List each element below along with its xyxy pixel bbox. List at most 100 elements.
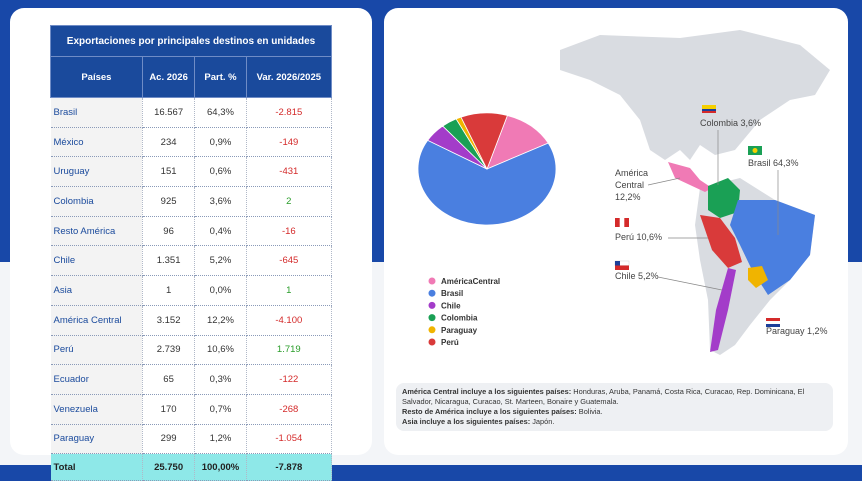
cell: Chile xyxy=(50,245,143,277)
table-row: Chile 1.351 5,2% -645 xyxy=(50,245,333,277)
cell: 0,3% xyxy=(194,364,247,395)
note-heading: Asia incluye a los siguientes países: xyxy=(402,417,531,426)
map-label: Brasil 64,3% xyxy=(748,158,799,168)
legend-swatch xyxy=(428,314,436,322)
cell: -268 xyxy=(246,394,333,425)
chart: Colombia 3,6% Brasil 64,3% América Centr… xyxy=(417,30,830,355)
legend-label: Perú xyxy=(441,338,459,347)
cell: 170 xyxy=(142,394,196,425)
cell: Venezuela xyxy=(50,394,143,425)
column-header: Var. 2026/2025 xyxy=(245,56,333,98)
map-brasil xyxy=(730,200,815,295)
map-label: Central xyxy=(615,180,644,190)
note-text: Japón. xyxy=(530,417,555,426)
header-row: Países Ac. 2026 Part. % Var. 2026/2025 xyxy=(50,56,333,98)
cell: 16.567 xyxy=(142,97,196,128)
legend-label: Brasil xyxy=(441,289,463,298)
legend-swatch xyxy=(428,289,436,297)
cell: 0,9% xyxy=(194,127,247,158)
cell: 1 xyxy=(142,275,196,306)
map-label: Perú 10,6% xyxy=(615,232,662,242)
cell: América Central xyxy=(50,305,143,336)
legend-label: Paraguay xyxy=(441,326,478,335)
cell: Paraguay xyxy=(50,424,143,455)
cell: 96 xyxy=(142,216,196,247)
cell: -2.815 xyxy=(246,97,333,128)
cell: 0,4% xyxy=(194,216,247,247)
cell: Asia xyxy=(50,275,143,306)
cell: 1 xyxy=(246,275,333,306)
note-text: Honduras, Aruba, Panamá, Costa Rica, Cur… xyxy=(402,387,805,406)
cell: Resto América xyxy=(50,216,143,247)
cell: -149 xyxy=(246,127,333,158)
cell: 299 xyxy=(142,424,196,455)
map-central-america xyxy=(668,162,712,192)
cell: 925 xyxy=(142,186,196,217)
map-label: Chile 5,2% xyxy=(615,271,659,281)
legend-swatch xyxy=(428,326,436,334)
cell: Perú xyxy=(50,335,143,366)
map-base xyxy=(560,30,830,355)
cell: -645 xyxy=(246,245,333,277)
cell: -16 xyxy=(246,216,333,247)
column-header: Ac. 2026 xyxy=(141,56,196,98)
cell: -1.054 xyxy=(246,424,333,455)
map-label: Colombia 3,6% xyxy=(700,118,761,128)
cell: 0,6% xyxy=(194,156,247,188)
table-row: Resto América 96 0,4% -16 xyxy=(50,216,333,247)
note: Resto de América incluye a los siguiente… xyxy=(402,407,827,417)
map-peru xyxy=(700,215,742,268)
cell: 12,2% xyxy=(194,305,247,336)
cell: 10,6% xyxy=(194,335,247,366)
cell: 1.351 xyxy=(142,245,196,277)
table-title: Exportaciones por principales destinos e… xyxy=(50,25,332,57)
flags xyxy=(614,105,780,327)
table-row: México 234 0,9% -149 xyxy=(50,127,333,158)
cell: -122 xyxy=(246,364,333,395)
note-text: Bolivia. xyxy=(576,407,603,416)
cell: 151 xyxy=(142,156,196,188)
cell: -431 xyxy=(246,156,333,188)
notes: América Central incluye a los siguientes… xyxy=(396,383,833,431)
cell: 3.152 xyxy=(142,305,196,336)
cell: 3,6% xyxy=(194,186,247,217)
column-header: Part. % xyxy=(194,56,247,98)
map-label: Paraguay 1,2% xyxy=(766,326,828,336)
cell: 1,2% xyxy=(194,424,247,455)
cell: -4.100 xyxy=(246,305,333,336)
table-row: América Central 3.152 12,2% -4.100 xyxy=(50,305,333,336)
cell: 0,0% xyxy=(194,275,247,306)
legend-label: Chile xyxy=(441,301,461,310)
map-chile xyxy=(710,268,736,352)
cell: Ecuador xyxy=(50,364,143,395)
table-row: Paraguay 299 1,2% -1.054 xyxy=(50,424,333,455)
cell: 2.739 xyxy=(142,335,196,366)
table-row: Colombia 925 3,6% 2 xyxy=(50,186,333,217)
note: América Central incluye a los siguientes… xyxy=(402,387,827,407)
map-label: 12,2% xyxy=(615,192,641,202)
map-label: América xyxy=(615,168,648,178)
table-row: Venezuela 170 0,7% -268 xyxy=(50,394,333,425)
note-heading: América Central incluye a los siguientes… xyxy=(402,387,572,396)
cell: 5,2% xyxy=(194,245,247,277)
cell: 65 xyxy=(142,364,196,395)
note-heading: Resto de América incluye a los siguiente… xyxy=(402,407,577,416)
cell: Colombia xyxy=(50,186,143,217)
legend-swatch xyxy=(428,301,436,309)
cell: Uruguay xyxy=(50,156,143,188)
table-row: Brasil 16.567 64,3% -2.815 xyxy=(50,97,333,128)
cell: México xyxy=(50,127,143,158)
map-colombia xyxy=(708,178,740,218)
pie-slice xyxy=(417,139,557,226)
cell: 1.719 xyxy=(246,335,333,366)
table-row: Asia 1 0,0% 1 xyxy=(50,275,333,306)
map-paraguay xyxy=(748,266,768,288)
table-row: Perú 2.739 10,6% 1.719 xyxy=(50,335,333,366)
pie-slice xyxy=(460,112,508,170)
cell: 0,7% xyxy=(194,394,247,425)
note: Asia incluye a los siguientes países: Ja… xyxy=(402,417,827,427)
cell: 2 xyxy=(246,186,333,217)
column-header: Países xyxy=(50,56,143,98)
cell: 234 xyxy=(142,127,196,158)
